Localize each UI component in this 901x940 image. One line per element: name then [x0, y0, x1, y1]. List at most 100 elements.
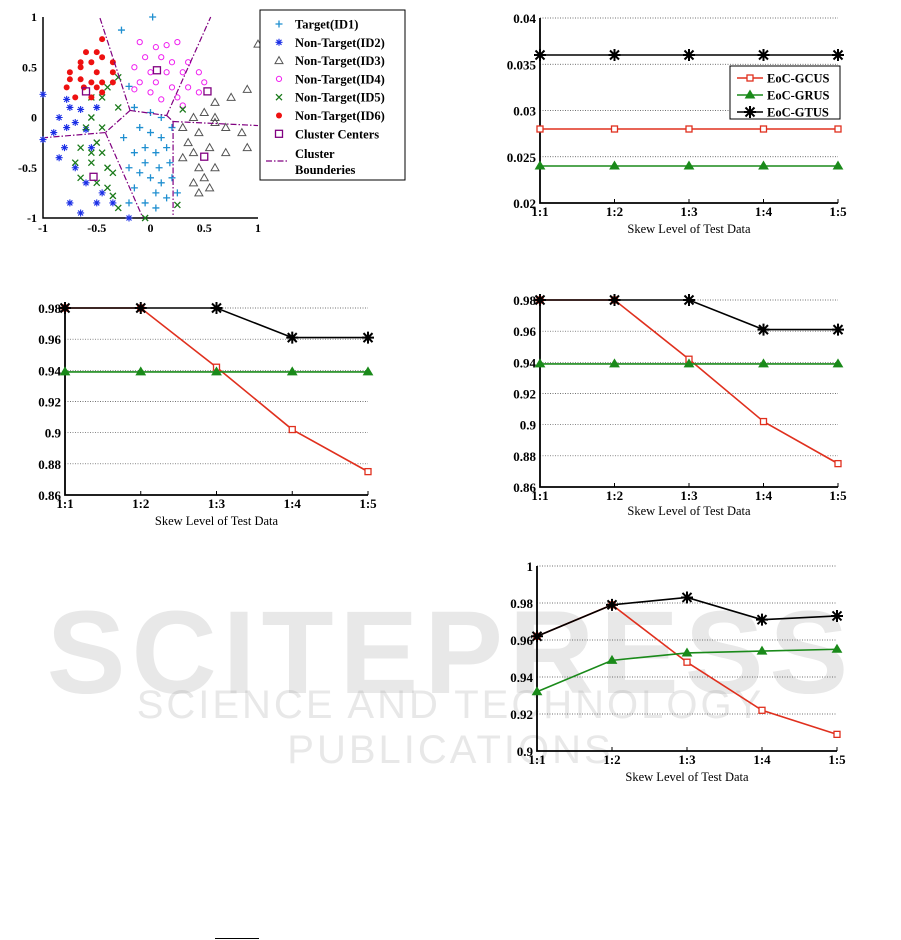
scatter-point: [125, 214, 133, 222]
scatter-point: [152, 66, 162, 75]
scatter-point: [77, 105, 85, 113]
scatter-point: [179, 69, 186, 76]
scatter-point: [109, 79, 116, 86]
y-tick-label: 0.035: [507, 57, 537, 72]
x-tick-label: 1:3: [678, 752, 696, 767]
y-tick-label: 0.04: [513, 11, 536, 26]
data-point: [758, 706, 766, 714]
x-tick-label: 1:5: [828, 752, 846, 767]
y-tick-label: 0.02: [513, 196, 536, 211]
scatter-legend: Target(ID1) Non-Target(ID2) Non-Target(ID3…: [259, 9, 406, 181]
data-point: [609, 160, 620, 170]
scatter-point: [136, 79, 143, 86]
data-point: [134, 302, 147, 314]
data-point: [683, 49, 695, 61]
legend-label-line: Bounderies: [295, 163, 356, 177]
scatter-point: [149, 13, 157, 21]
scatter-point: [210, 162, 220, 172]
scatter-point: [104, 83, 111, 91]
scatter-point: [136, 169, 144, 177]
series-eoc-grus: [59, 366, 374, 376]
cluster-boundary: [166, 115, 174, 122]
legend-label: Non-Target(ID4): [295, 72, 385, 86]
scatter-point: [66, 103, 74, 111]
legend-marker: [746, 74, 754, 82]
cluster-boundary: [45, 131, 106, 139]
scatter-point: [114, 73, 122, 81]
y-tick-label: 0.9: [45, 426, 62, 441]
y-tick-label: 0.94: [513, 355, 536, 370]
legend-label: Cluster Bounderies: [295, 147, 356, 177]
data-point: [681, 591, 693, 604]
scatter-point: [87, 144, 95, 152]
scatter-series-4: [131, 39, 208, 109]
y-tick-label: -0.5: [18, 161, 37, 175]
scatter-point: [131, 86, 138, 93]
scatter-point: [71, 119, 79, 127]
scatter-point: [177, 122, 188, 132]
legend-label: Cluster Centers: [295, 127, 379, 141]
scatter-point: [120, 134, 128, 142]
scatter-point: [83, 49, 89, 56]
scatter-point: [136, 39, 143, 46]
x-tick-label: 1:2: [132, 496, 149, 511]
data-point: [59, 302, 71, 314]
legend-marker: [274, 129, 284, 138]
scatter-point: [98, 124, 106, 132]
scatter-point: [66, 69, 73, 76]
scatter-point: [99, 89, 106, 96]
y-tick-label: 0.03: [513, 104, 536, 119]
series-eoc-grus: [534, 358, 844, 368]
scatter-point: [152, 79, 159, 86]
scatter-point: [125, 199, 133, 207]
scatter-point: [226, 92, 236, 101]
x-axis-label: Skew Level of Test Data: [625, 770, 749, 784]
scatter-point: [98, 149, 106, 157]
data-point: [362, 366, 374, 376]
scatter-point: [81, 87, 91, 96]
scatter-point: [195, 69, 202, 76]
legend-label: Non-Target(ID3): [295, 54, 385, 68]
scatter-point: [158, 54, 165, 61]
scatter-point: [98, 93, 106, 101]
data-point: [608, 49, 621, 61]
data-point: [362, 331, 374, 344]
cluster-boundary: [166, 16, 212, 116]
scatter-point: [220, 147, 231, 157]
scatter-point: [109, 199, 117, 207]
scatter-point: [141, 214, 149, 222]
scatter-point: [188, 177, 199, 187]
y-tick-label: 0.96: [513, 324, 536, 339]
y-tick-label: 0.98: [510, 596, 533, 611]
legend-marker: [274, 55, 284, 65]
x-tick-label: 1:1: [531, 204, 548, 219]
legend-label: Target(ID1): [295, 18, 358, 32]
x-tick-label: 1:4: [755, 488, 773, 503]
scatter-point: [194, 127, 204, 137]
scatter-point: [82, 179, 90, 187]
scatter-point: [72, 94, 79, 101]
scatter-point: [199, 107, 210, 116]
scatter-point: [141, 144, 149, 152]
data-point: [759, 125, 768, 133]
scatter-point: [117, 26, 125, 34]
data-point: [211, 366, 222, 376]
data-point: [610, 125, 619, 133]
y-tick-label: 0.025: [507, 150, 537, 165]
scatter-point: [200, 152, 209, 161]
data-point: [832, 358, 844, 368]
y-tick-label: 1: [527, 559, 534, 574]
scatter-point: [87, 114, 95, 121]
scatter-point: [93, 103, 101, 111]
scatter-point: [82, 124, 90, 132]
scatter-point: [87, 149, 95, 157]
data-point: [758, 160, 769, 170]
scatter-point: [152, 149, 160, 157]
data-point: [832, 49, 844, 61]
data-point: [758, 358, 769, 368]
x-tick-label: 1:1: [56, 496, 73, 511]
x-tick-label: 1:5: [829, 488, 847, 503]
x-tick-label: 1:2: [606, 488, 623, 503]
legend-label: EoC-GRUS: [767, 89, 830, 103]
y-tick-label: 0.9: [520, 418, 537, 433]
